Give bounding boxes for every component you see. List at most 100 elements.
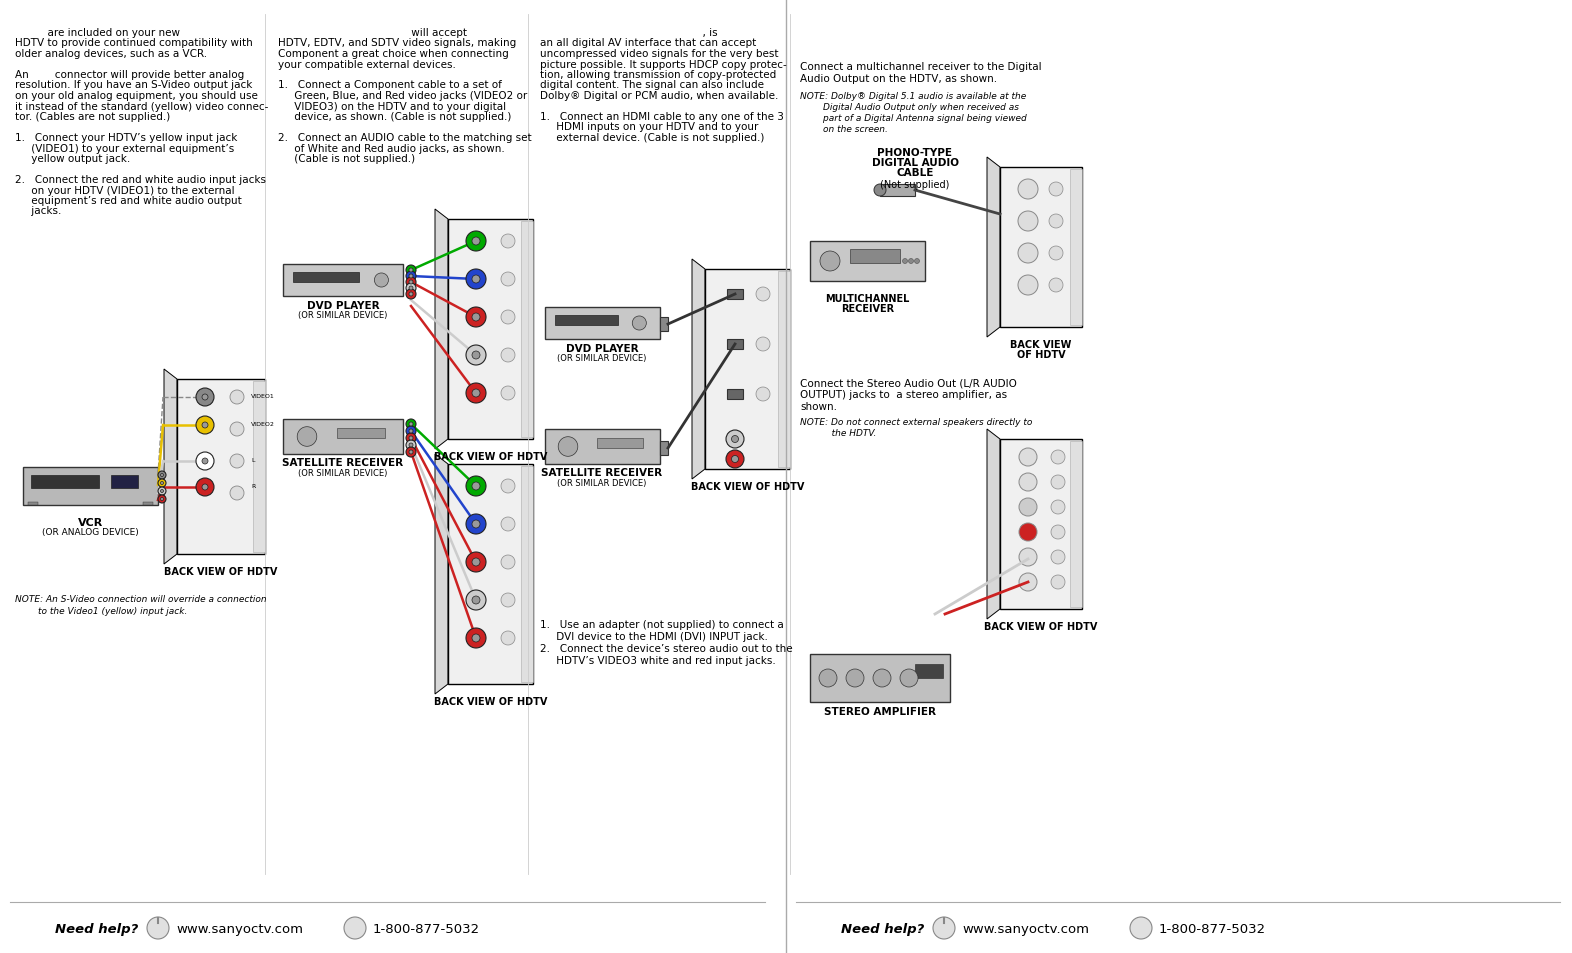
Text: R: R xyxy=(252,483,255,489)
Text: Component a great choice when connecting: Component a great choice when connecting xyxy=(278,49,509,59)
Circle shape xyxy=(1052,551,1064,564)
Text: BACK VIEW OF HDTV: BACK VIEW OF HDTV xyxy=(984,621,1097,631)
Text: (VIDEO1) to your external equipment’s: (VIDEO1) to your external equipment’s xyxy=(16,143,234,153)
Bar xyxy=(880,185,915,196)
Polygon shape xyxy=(163,370,178,564)
Circle shape xyxy=(1052,500,1064,515)
Circle shape xyxy=(472,390,479,397)
Text: (OR SIMILAR DEVICE): (OR SIMILAR DEVICE) xyxy=(299,311,388,319)
Circle shape xyxy=(472,558,479,566)
Text: your compatible external devices.: your compatible external devices. xyxy=(278,59,456,70)
Text: Need help?: Need help? xyxy=(55,923,138,935)
Circle shape xyxy=(201,422,208,429)
Polygon shape xyxy=(435,210,448,450)
Text: 1-800-877-5032: 1-800-877-5032 xyxy=(1159,923,1265,935)
Text: on your HDTV (VIDEO1) to the external: on your HDTV (VIDEO1) to the external xyxy=(16,185,234,195)
Bar xyxy=(597,438,643,449)
Text: , is: , is xyxy=(541,28,718,38)
Text: L: L xyxy=(252,457,255,462)
Circle shape xyxy=(160,490,163,493)
Circle shape xyxy=(465,346,486,366)
Text: NOTE: An S-Video connection will override a connection: NOTE: An S-Video connection will overrid… xyxy=(16,595,267,603)
Circle shape xyxy=(501,311,516,325)
Text: RECEIVER: RECEIVER xyxy=(841,304,894,314)
Text: older analog devices, such as a VCR.: older analog devices, such as a VCR. xyxy=(16,49,208,59)
Bar xyxy=(915,664,943,679)
Circle shape xyxy=(731,456,739,463)
Circle shape xyxy=(1019,574,1038,592)
Text: tor. (Cables are not supplied.): tor. (Cables are not supplied.) xyxy=(16,112,170,122)
Circle shape xyxy=(821,252,839,272)
Circle shape xyxy=(1019,275,1038,295)
Circle shape xyxy=(409,281,413,285)
Text: yellow output jack.: yellow output jack. xyxy=(16,153,130,164)
Bar xyxy=(448,220,533,439)
Text: equipment’s red and white audio output: equipment’s red and white audio output xyxy=(16,195,242,206)
Circle shape xyxy=(196,389,214,407)
Circle shape xyxy=(472,482,479,491)
Circle shape xyxy=(731,436,739,443)
Circle shape xyxy=(501,273,516,287)
Circle shape xyxy=(406,290,417,299)
Text: jacks.: jacks. xyxy=(16,206,61,216)
Circle shape xyxy=(160,482,163,485)
Text: tion, allowing transmission of copy-protected: tion, allowing transmission of copy-prot… xyxy=(541,70,777,80)
Bar xyxy=(1000,168,1082,328)
Bar xyxy=(555,315,618,325)
Text: DVD PLAYER: DVD PLAYER xyxy=(566,344,638,354)
Text: OF HDTV: OF HDTV xyxy=(1017,350,1066,359)
Circle shape xyxy=(406,448,417,457)
Text: (OR SIMILAR DEVICE): (OR SIMILAR DEVICE) xyxy=(299,469,388,477)
Circle shape xyxy=(409,422,413,427)
Polygon shape xyxy=(987,158,1000,337)
Circle shape xyxy=(726,451,744,469)
Circle shape xyxy=(819,669,836,687)
Bar xyxy=(143,502,152,505)
Text: PHONO-TYPE: PHONO-TYPE xyxy=(877,148,953,158)
Circle shape xyxy=(406,266,417,275)
Circle shape xyxy=(344,917,366,939)
Circle shape xyxy=(1019,474,1038,492)
Bar xyxy=(283,419,402,455)
Bar xyxy=(850,250,901,264)
Circle shape xyxy=(1052,476,1064,490)
Text: 1.   Connect your HDTV’s yellow input jack: 1. Connect your HDTV’s yellow input jack xyxy=(16,132,237,143)
Circle shape xyxy=(465,628,486,648)
Text: www.sanyoctv.com: www.sanyoctv.com xyxy=(176,923,303,935)
Text: to the Video1 (yellow) input jack.: to the Video1 (yellow) input jack. xyxy=(16,606,187,616)
Circle shape xyxy=(472,237,479,246)
Text: VCR: VCR xyxy=(79,517,104,527)
Circle shape xyxy=(196,453,214,471)
Bar xyxy=(336,428,385,438)
Circle shape xyxy=(159,488,167,496)
Text: HDTV, EDTV, and SDTV video signals, making: HDTV, EDTV, and SDTV video signals, maki… xyxy=(278,38,516,49)
Circle shape xyxy=(901,669,918,687)
Text: MULTICHANNEL: MULTICHANNEL xyxy=(825,294,910,304)
Circle shape xyxy=(160,498,163,501)
Circle shape xyxy=(558,437,578,456)
Circle shape xyxy=(472,352,479,359)
Bar xyxy=(520,222,533,437)
Circle shape xyxy=(501,594,516,607)
Text: Connect a multichannel receiver to the Digital: Connect a multichannel receiver to the D… xyxy=(800,62,1042,71)
Text: Audio Output on the HDTV, as shown.: Audio Output on the HDTV, as shown. xyxy=(800,74,997,84)
Text: (OR ANALOG DEVICE): (OR ANALOG DEVICE) xyxy=(42,527,138,537)
Text: picture possible. It supports HDCP copy protec-: picture possible. It supports HDCP copy … xyxy=(541,59,786,70)
Circle shape xyxy=(1049,278,1063,293)
Circle shape xyxy=(501,631,516,645)
Circle shape xyxy=(1130,917,1152,939)
Circle shape xyxy=(1052,451,1064,464)
Text: NOTE: Do not connect external speakers directly to: NOTE: Do not connect external speakers d… xyxy=(800,417,1033,427)
Circle shape xyxy=(465,476,486,497)
Circle shape xyxy=(501,479,516,494)
Text: Need help?: Need help? xyxy=(841,923,924,935)
Circle shape xyxy=(465,270,486,290)
Circle shape xyxy=(409,451,413,455)
Bar xyxy=(726,390,744,399)
Text: (OR SIMILAR DEVICE): (OR SIMILAR DEVICE) xyxy=(558,478,646,488)
Circle shape xyxy=(230,391,244,405)
Text: resolution. If you have an S-Video output jack: resolution. If you have an S-Video outpu… xyxy=(16,80,253,91)
Circle shape xyxy=(756,337,770,352)
Text: SATELLITE RECEIVER: SATELLITE RECEIVER xyxy=(283,457,404,468)
Text: BACK VIEW: BACK VIEW xyxy=(1011,339,1072,350)
